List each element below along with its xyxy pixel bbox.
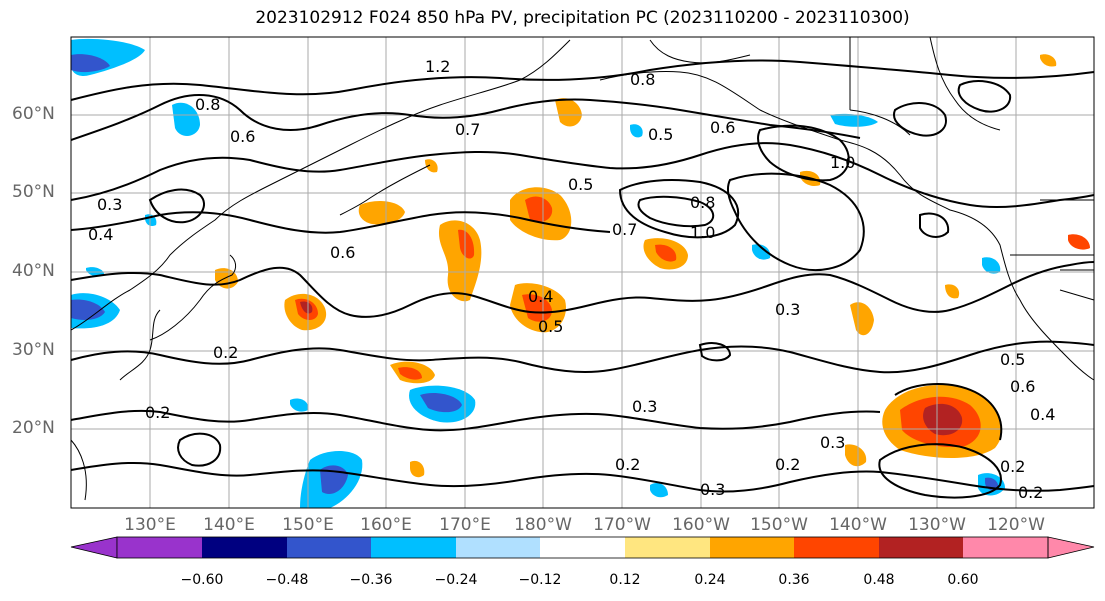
lon-label: 160°W [672,515,730,535]
contour-label: 0.5 [648,125,673,144]
contour-label: 1.0 [690,223,715,242]
colorbar-swatch [371,537,456,558]
lon-label: 170°E [439,515,491,535]
contour-label: 0.2 [145,403,170,422]
colorbar-extend-low [70,536,118,559]
colorbar-swatch [540,537,625,558]
colorbar-tick-label: −0.48 [265,572,309,588]
lon-label: 160°E [360,515,412,535]
contour-label: 0.2 [213,343,238,362]
colorbar-tick-label: 0.48 [863,572,895,588]
colorbar-tick-label: −0.36 [349,572,393,588]
colorbar-tick-label: 0.36 [778,572,810,588]
lat-label: 50°N [12,182,55,202]
lon-label: 120°W [987,515,1045,535]
colorbar-swatch [625,537,710,558]
contour-label: 0.2 [1018,483,1043,502]
contour-label: 0.8 [195,95,220,114]
colorbar-swatch [117,537,202,558]
contour-label: 1.0 [830,153,855,172]
colorbar-tick-label: 0.60 [947,572,979,588]
coastlines [70,36,1095,501]
contour-label: 0.7 [612,220,637,239]
colorbar-swatch [794,537,879,558]
lon-label: 150°E [282,515,334,535]
lon-label: 130°E [124,515,176,535]
contour-label: 0.7 [455,120,480,139]
lon-label: 170°W [593,515,651,535]
lon-label: 180°W [514,515,572,535]
colorbar-swatch [456,537,540,558]
contour-label: 0.5 [1000,350,1025,369]
contour-label: 0.3 [700,480,725,499]
colorbar-tick-label: −0.24 [434,572,478,588]
colorbar-tick-label: 0.12 [609,572,641,588]
map-frame [70,36,1095,509]
contour-label: 0.4 [1030,405,1055,424]
precip-negative-shading [71,38,1005,508]
contour-label: 0.3 [632,397,657,416]
colorbar [70,536,1095,559]
lat-label: 30°N [12,340,55,360]
contour-label: 0.6 [1010,377,1035,396]
lon-label: 130°W [908,515,966,535]
colorbar-tick-label: −0.60 [180,572,224,588]
contour-label: 0.2 [775,455,800,474]
contour-label: 0.8 [690,193,715,212]
map-title: 2023102912 F024 850 hPa PV, precipitatio… [255,8,910,28]
colorbar-swatch [287,537,371,558]
lat-label: 60°N [12,104,55,124]
lon-label: 140°E [203,515,255,535]
contour-label: 0.8 [630,70,655,89]
precip-positive-shading [215,54,1090,478]
pv-contours [70,59,1095,499]
contour-labels: 1.2 0.8 0.6 0.5 0.6 1.0 0.8 0.7 1.0 0.3 … [88,57,1055,502]
lon-label: 140°W [829,515,887,535]
contour-label: 0.5 [568,175,593,194]
contour-label: 0.2 [615,455,640,474]
contour-label: 0.6 [230,127,255,146]
colorbar-tick-label: 0.24 [694,572,726,588]
colorbar-swatch [710,537,794,558]
contour-label: 0.3 [775,300,800,319]
colorbar-swatch [202,537,287,558]
contour-label: 0.4 [528,287,553,306]
contour-label: 0.6 [710,118,735,137]
contour-label: 0.4 [88,225,113,244]
lat-label: 20°N [12,418,55,438]
colorbar-swatch [879,537,963,558]
contour-label: 0.5 [538,317,563,336]
colorbar-swatch [963,537,1048,558]
contour-label: 0.3 [97,195,122,214]
contour-label: 0.3 [820,433,845,452]
contour-label: 1.2 [425,57,450,76]
lat-label: 40°N [12,261,55,281]
lon-label: 150°W [750,515,808,535]
contour-label: 0.6 [330,243,355,262]
colorbar-tick-label: −0.12 [518,572,562,588]
colorbar-extend-high [1047,536,1095,559]
map-graticule [71,37,1094,508]
contour-label: 0.2 [1000,457,1025,476]
